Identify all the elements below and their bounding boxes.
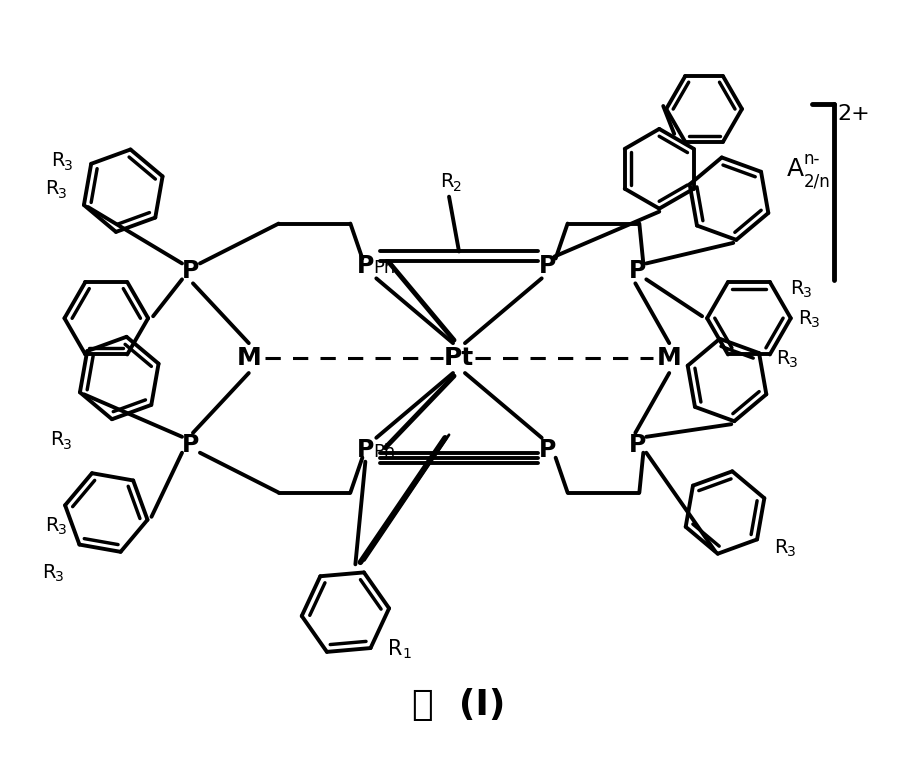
Text: P: P bbox=[183, 259, 200, 283]
Text: M: M bbox=[237, 346, 261, 370]
Text: P: P bbox=[539, 437, 556, 462]
Text: 3: 3 bbox=[62, 437, 72, 452]
Text: Pt: Pt bbox=[444, 346, 474, 370]
Text: 3: 3 bbox=[58, 186, 66, 201]
Text: R: R bbox=[798, 309, 812, 327]
Text: n-: n- bbox=[804, 150, 820, 168]
Text: P: P bbox=[357, 437, 374, 462]
Text: 3: 3 bbox=[63, 158, 73, 173]
Text: A: A bbox=[787, 157, 804, 180]
Text: P: P bbox=[183, 433, 200, 457]
Text: R: R bbox=[45, 516, 58, 535]
Text: 1: 1 bbox=[402, 647, 411, 661]
Text: P: P bbox=[357, 255, 374, 278]
Text: R: R bbox=[790, 279, 803, 298]
Text: P: P bbox=[629, 259, 646, 283]
Text: R: R bbox=[45, 179, 58, 198]
Text: P: P bbox=[629, 433, 646, 457]
Text: 3: 3 bbox=[803, 287, 812, 300]
Text: 3: 3 bbox=[811, 316, 820, 330]
Text: R: R bbox=[41, 562, 55, 582]
Text: P: P bbox=[539, 255, 556, 278]
Text: 2+: 2+ bbox=[837, 104, 870, 124]
Text: 3: 3 bbox=[55, 570, 63, 584]
Text: R: R bbox=[388, 639, 402, 659]
Text: R: R bbox=[50, 152, 64, 171]
Text: Ph: Ph bbox=[373, 259, 396, 277]
Text: 2: 2 bbox=[453, 180, 462, 193]
Text: R: R bbox=[776, 349, 789, 368]
Text: 式  (I): 式 (I) bbox=[412, 688, 506, 722]
Text: R: R bbox=[774, 538, 788, 557]
Text: R: R bbox=[50, 431, 63, 449]
Text: M: M bbox=[657, 346, 681, 370]
Text: R: R bbox=[441, 172, 453, 191]
Text: 3: 3 bbox=[58, 523, 66, 537]
Text: 3: 3 bbox=[789, 356, 798, 370]
Text: Ph: Ph bbox=[373, 443, 396, 461]
Text: 2/n: 2/n bbox=[804, 173, 831, 191]
Text: 3: 3 bbox=[787, 545, 796, 559]
